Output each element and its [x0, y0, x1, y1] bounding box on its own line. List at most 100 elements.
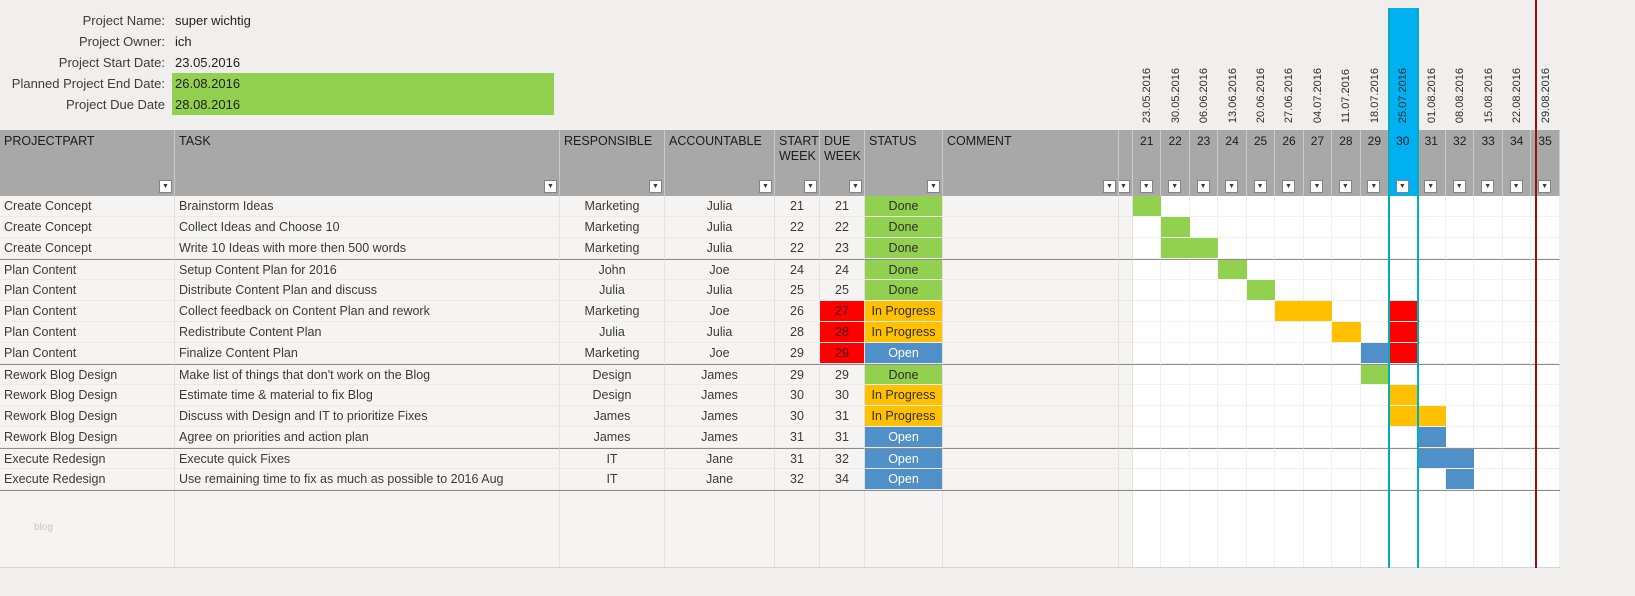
- cell-accountable[interactable]: Julia: [665, 217, 775, 238]
- cell-responsible[interactable]: Marketing: [560, 343, 665, 364]
- cell-part[interactable]: Rework Blog Design: [0, 364, 175, 385]
- filter-dropdown-button[interactable]: ▼: [1395, 180, 1409, 193]
- cell-responsible[interactable]: Marketing: [560, 238, 665, 259]
- filter-dropdown-button[interactable]: ▼: [849, 180, 862, 193]
- cell-part[interactable]: Plan Content: [0, 301, 175, 322]
- cell-accountable[interactable]: James: [665, 364, 775, 385]
- project-owner-value[interactable]: ich: [175, 34, 192, 49]
- cell-part[interactable]: Plan Content: [0, 259, 175, 280]
- cell-due-week[interactable]: 34: [820, 469, 865, 490]
- filter-dropdown-button[interactable]: ▼: [804, 180, 817, 193]
- cell-due-week[interactable]: 29: [820, 364, 865, 385]
- filter-dropdown-button[interactable]: ▼: [1225, 180, 1239, 193]
- cell-comment[interactable]: [943, 301, 1119, 322]
- status-badge[interactable]: Done: [865, 217, 943, 238]
- filter-dropdown-button[interactable]: ▼: [1424, 180, 1438, 193]
- cell-due-week[interactable]: 30: [820, 385, 865, 406]
- cell-accountable[interactable]: Jane: [665, 469, 775, 490]
- cell-responsible[interactable]: Julia: [560, 322, 665, 343]
- cell-comment[interactable]: [943, 364, 1119, 385]
- filter-dropdown-button[interactable]: ▼: [1119, 180, 1130, 193]
- cell-part[interactable]: Execute Redesign: [0, 469, 175, 490]
- cell-start-week[interactable]: 30: [775, 406, 820, 427]
- cell-start-week[interactable]: 21: [775, 196, 820, 217]
- cell-task[interactable]: Redistribute Content Plan: [175, 322, 560, 343]
- cell-start-week[interactable]: 31: [775, 427, 820, 448]
- cell-responsible[interactable]: IT: [560, 448, 665, 469]
- cell-task[interactable]: Estimate time & material to fix Blog: [175, 385, 560, 406]
- filter-dropdown-button[interactable]: ▼: [1538, 180, 1552, 193]
- cell-comment[interactable]: [943, 406, 1119, 427]
- filter-dropdown-button[interactable]: ▼: [1481, 180, 1495, 193]
- cell-responsible[interactable]: Marketing: [560, 301, 665, 322]
- cell-responsible[interactable]: Design: [560, 385, 665, 406]
- cell-task[interactable]: Finalize Content Plan: [175, 343, 560, 364]
- cell-start-week[interactable]: 28: [775, 322, 820, 343]
- cell-task[interactable]: Brainstorm Ideas: [175, 196, 560, 217]
- filter-dropdown-button[interactable]: ▼: [544, 180, 557, 193]
- cell-task[interactable]: Setup Content Plan for 2016: [175, 259, 560, 280]
- cell-start-week[interactable]: 31: [775, 448, 820, 469]
- project-name-value[interactable]: super wichtig: [175, 13, 251, 28]
- cell-responsible[interactable]: John: [560, 259, 665, 280]
- status-badge[interactable]: Done: [865, 259, 943, 280]
- empty-cell-start-week[interactable]: [775, 491, 820, 567]
- cell-responsible[interactable]: Design: [560, 364, 665, 385]
- cell-start-week[interactable]: 29: [775, 343, 820, 364]
- filter-dropdown-button[interactable]: ▼: [1139, 180, 1153, 193]
- status-badge[interactable]: Open: [865, 427, 943, 448]
- status-badge[interactable]: Done: [865, 238, 943, 259]
- cell-comment[interactable]: [943, 343, 1119, 364]
- cell-due-week[interactable]: 31: [820, 427, 865, 448]
- cell-part[interactable]: Create Concept: [0, 217, 175, 238]
- project-due-date-value[interactable]: 28.08.2016: [172, 94, 554, 115]
- filter-dropdown-button[interactable]: ▼: [1196, 180, 1210, 193]
- cell-start-week[interactable]: 26: [775, 301, 820, 322]
- filter-dropdown-button[interactable]: ▼: [1103, 180, 1116, 193]
- cell-due-week[interactable]: 32: [820, 448, 865, 469]
- filter-dropdown-button[interactable]: ▼: [927, 180, 940, 193]
- cell-comment[interactable]: [943, 259, 1119, 280]
- cell-due-week-overdue[interactable]: 29: [820, 343, 865, 364]
- cell-comment[interactable]: [943, 196, 1119, 217]
- cell-comment[interactable]: [943, 448, 1119, 469]
- cell-start-week[interactable]: 25: [775, 280, 820, 301]
- cell-comment[interactable]: [943, 469, 1119, 490]
- cell-part[interactable]: Rework Blog Design: [0, 427, 175, 448]
- project-start-date-value[interactable]: 23.05.2016: [175, 55, 241, 70]
- planned-end-date-value[interactable]: 26.08.2016: [172, 73, 554, 94]
- cell-comment[interactable]: [943, 238, 1119, 259]
- cell-task[interactable]: Write 10 Ideas with more then 500 words: [175, 238, 560, 259]
- cell-part[interactable]: Rework Blog Design: [0, 385, 175, 406]
- cell-responsible[interactable]: Marketing: [560, 217, 665, 238]
- filter-dropdown-button[interactable]: ▼: [1338, 180, 1352, 193]
- status-badge[interactable]: In Progress: [865, 301, 943, 322]
- cell-start-week[interactable]: 24: [775, 259, 820, 280]
- status-badge[interactable]: In Progress: [865, 406, 943, 427]
- status-badge[interactable]: Done: [865, 196, 943, 217]
- cell-part[interactable]: Execute Redesign: [0, 448, 175, 469]
- cell-due-week-overdue[interactable]: 28: [820, 322, 865, 343]
- cell-accountable[interactable]: Joe: [665, 259, 775, 280]
- cell-task[interactable]: Collect feedback on Content Plan and rew…: [175, 301, 560, 322]
- filter-dropdown-button[interactable]: ▼: [1367, 180, 1381, 193]
- cell-task[interactable]: Make list of things that don't work on t…: [175, 364, 560, 385]
- cell-due-week[interactable]: 23: [820, 238, 865, 259]
- cell-responsible[interactable]: James: [560, 406, 665, 427]
- cell-accountable[interactable]: Julia: [665, 196, 775, 217]
- empty-cell-status[interactable]: [865, 491, 943, 567]
- status-badge[interactable]: In Progress: [865, 385, 943, 406]
- cell-responsible[interactable]: IT: [560, 469, 665, 490]
- filter-dropdown-button[interactable]: ▼: [1310, 180, 1324, 193]
- cell-comment[interactable]: [943, 385, 1119, 406]
- cell-due-week-overdue[interactable]: 27: [820, 301, 865, 322]
- cell-responsible[interactable]: Julia: [560, 280, 665, 301]
- cell-comment[interactable]: [943, 427, 1119, 448]
- cell-start-week[interactable]: 32: [775, 469, 820, 490]
- filter-dropdown-button[interactable]: ▼: [1281, 180, 1295, 193]
- cell-accountable[interactable]: Jane: [665, 448, 775, 469]
- cell-part[interactable]: Create Concept: [0, 238, 175, 259]
- cell-task[interactable]: Distribute Content Plan and discuss: [175, 280, 560, 301]
- cell-task[interactable]: Use remaining time to fix as much as pos…: [175, 469, 560, 490]
- cell-accountable[interactable]: James: [665, 385, 775, 406]
